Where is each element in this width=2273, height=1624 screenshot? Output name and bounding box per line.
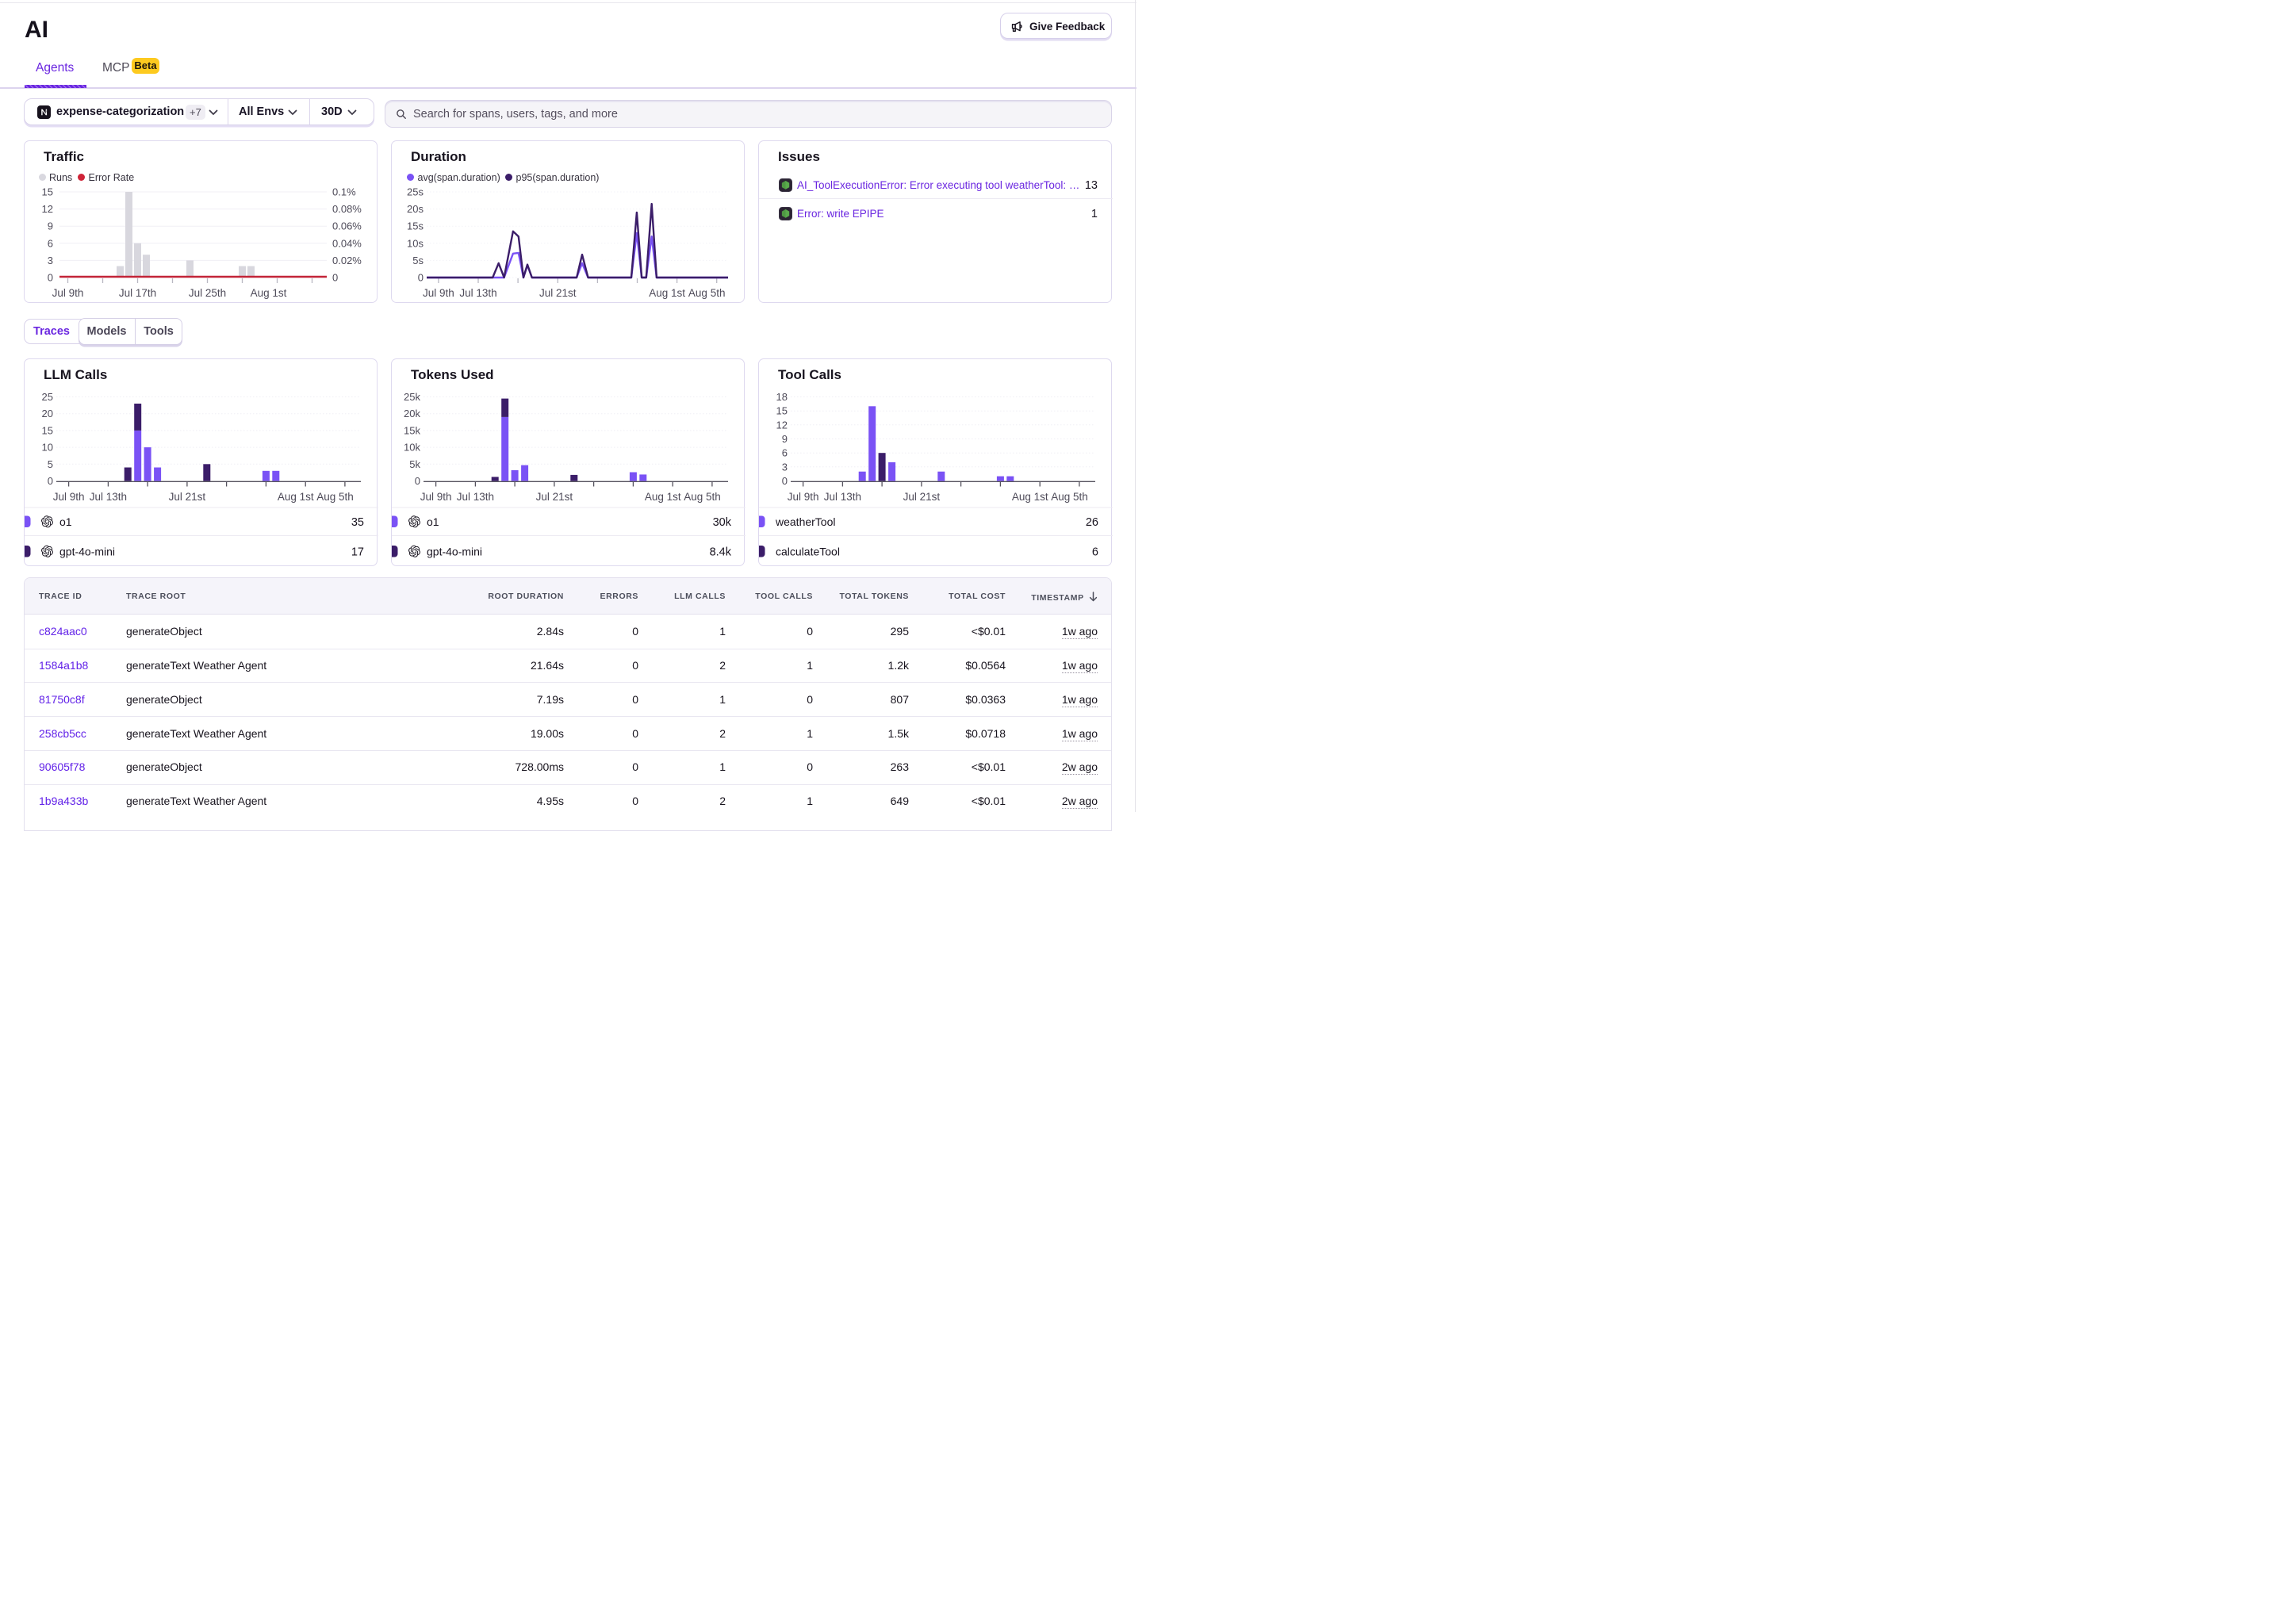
svg-text:6: 6	[48, 237, 53, 249]
svg-text:0: 0	[48, 272, 53, 284]
svg-text:Aug 1st: Aug 1st	[649, 287, 685, 299]
svg-text:o1: o1	[59, 515, 72, 527]
svg-text:Jul 21st: Jul 21st	[536, 491, 573, 503]
svg-text:0.04%: 0.04%	[332, 237, 362, 249]
svg-text:10k: 10k	[404, 441, 420, 453]
svg-text:5s: 5s	[412, 255, 424, 266]
svg-text:Jul 13th: Jul 13th	[90, 491, 127, 503]
svg-text:gpt-4o-mini: gpt-4o-mini	[427, 545, 482, 557]
svg-text:Aug 5th: Aug 5th	[684, 491, 721, 503]
svg-text:calculateTool: calculateTool	[776, 545, 840, 557]
svg-text:5: 5	[48, 458, 53, 469]
svg-text:0: 0	[48, 475, 53, 487]
svg-text:Jul 21st: Jul 21st	[539, 287, 577, 299]
svg-text:9: 9	[782, 433, 788, 445]
svg-text:12: 12	[776, 419, 788, 431]
svg-text:Jul 9th: Jul 9th	[423, 287, 454, 299]
svg-text:Jul 21st: Jul 21st	[903, 491, 941, 503]
svg-text:17: 17	[351, 546, 364, 558]
svg-text:0.08%: 0.08%	[332, 203, 362, 215]
svg-text:26: 26	[1086, 515, 1098, 528]
svg-text:15: 15	[776, 404, 788, 416]
svg-text:Aug 1st: Aug 1st	[645, 491, 681, 503]
svg-text:Aug 5th: Aug 5th	[316, 491, 354, 503]
svg-text:Jul 9th: Jul 9th	[53, 491, 85, 503]
svg-text:0.02%: 0.02%	[332, 255, 362, 266]
svg-text:weatherTool: weatherTool	[775, 515, 836, 527]
svg-text:Aug 5th: Aug 5th	[688, 287, 726, 299]
svg-text:8.4k: 8.4k	[710, 546, 732, 558]
svg-text:0: 0	[415, 475, 420, 487]
svg-text:0: 0	[782, 475, 788, 487]
svg-text:18: 18	[776, 391, 788, 403]
svg-text:15: 15	[42, 186, 53, 198]
svg-text:Aug 1st: Aug 1st	[251, 287, 287, 299]
svg-text:15k: 15k	[404, 424, 420, 436]
svg-text:5k: 5k	[409, 458, 420, 469]
svg-text:3: 3	[48, 255, 53, 266]
svg-text:15s: 15s	[407, 220, 424, 232]
svg-text:10s: 10s	[407, 237, 424, 249]
svg-text:0: 0	[332, 272, 338, 284]
svg-text:25k: 25k	[404, 391, 420, 403]
svg-text:9: 9	[48, 220, 53, 232]
svg-text:Jul 13th: Jul 13th	[459, 287, 496, 299]
svg-text:0.06%: 0.06%	[332, 220, 362, 232]
svg-text:Aug 1st: Aug 1st	[278, 491, 314, 503]
svg-text:Jul 17th: Jul 17th	[119, 287, 156, 299]
svg-text:20s: 20s	[407, 203, 424, 215]
svg-text:20k: 20k	[404, 408, 420, 419]
svg-text:20: 20	[42, 408, 53, 419]
svg-text:6: 6	[1092, 546, 1098, 558]
svg-text:gpt-4o-mini: gpt-4o-mini	[59, 545, 115, 557]
svg-text:6: 6	[782, 446, 788, 458]
svg-text:Jul 9th: Jul 9th	[788, 491, 819, 503]
svg-text:30k: 30k	[713, 515, 732, 528]
svg-text:Aug 1st: Aug 1st	[1012, 491, 1048, 503]
svg-text:Jul 13th: Jul 13th	[457, 491, 494, 503]
svg-text:Jul 13th: Jul 13th	[824, 491, 861, 503]
svg-text:15: 15	[42, 424, 53, 436]
svg-text:o1: o1	[427, 515, 439, 527]
svg-text:Aug 5th: Aug 5th	[1051, 491, 1088, 503]
svg-text:25: 25	[42, 391, 53, 403]
svg-text:Jul 25th: Jul 25th	[189, 287, 226, 299]
svg-text:10: 10	[42, 441, 53, 453]
svg-text:Jul 21st: Jul 21st	[169, 491, 206, 503]
svg-text:3: 3	[782, 461, 788, 473]
svg-text:Jul 9th: Jul 9th	[52, 287, 84, 299]
svg-text:25s: 25s	[407, 186, 424, 198]
svg-text:Jul 9th: Jul 9th	[420, 491, 452, 503]
svg-text:12: 12	[42, 203, 53, 215]
svg-text:0: 0	[418, 272, 424, 284]
svg-text:0.1%: 0.1%	[332, 186, 356, 198]
svg-text:35: 35	[351, 515, 364, 528]
